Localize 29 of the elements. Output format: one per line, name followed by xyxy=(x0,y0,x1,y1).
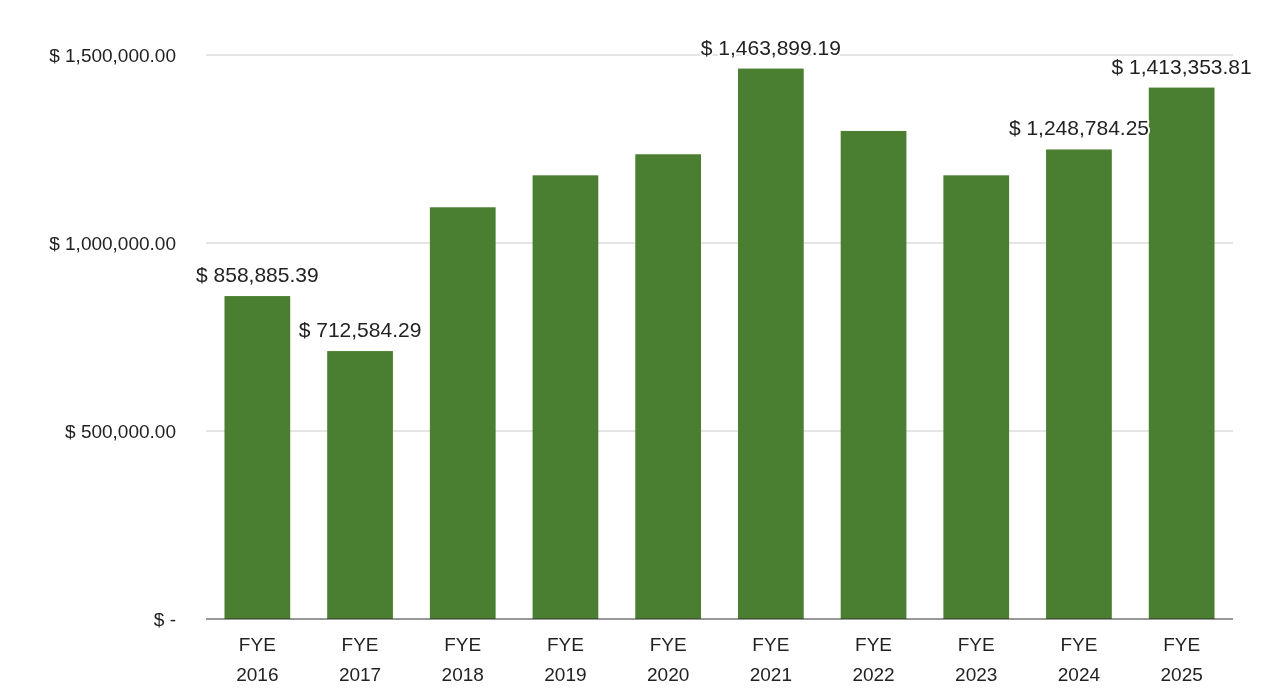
y-tick-label: $ 500,000.00 xyxy=(65,420,176,442)
x-tick-label: FYE 2020 xyxy=(647,634,690,685)
bar xyxy=(327,351,393,619)
bar xyxy=(943,175,1010,619)
bar xyxy=(1046,149,1112,619)
bar xyxy=(840,130,907,619)
x-tick-label: FYE 2018 xyxy=(441,634,484,685)
bar xyxy=(1148,87,1215,619)
x-tick-label: FYE 2024 xyxy=(1057,634,1101,685)
bar xyxy=(635,154,702,619)
x-tick-label: FYE 2025 xyxy=(1160,634,1203,685)
bar xyxy=(737,68,804,619)
data-label: $ 858,885.39 xyxy=(196,263,319,287)
x-tick-label: FYE 2022 xyxy=(852,634,895,685)
data-label: $ 1,248,784.25 xyxy=(1008,116,1150,140)
x-tick-label: FYE 2019 xyxy=(544,634,587,685)
x-tick-label: FYE 2021 xyxy=(749,634,792,685)
x-tick-label: FYE 2016 xyxy=(236,634,279,685)
y-tick-label: $ - xyxy=(153,608,176,630)
y-tick-label: $ 1,500,000.00 xyxy=(49,44,176,66)
data-label: $ 1,463,899.19 xyxy=(700,35,841,59)
y-tick-label: $ 1,000,000.00 xyxy=(49,232,176,254)
bar xyxy=(429,207,496,619)
x-tick-label: FYE 2017 xyxy=(338,634,382,685)
x-tick-label: FYE 2023 xyxy=(955,634,998,685)
data-label: $ 1,413,353.81 xyxy=(1111,54,1252,78)
data-label: $ 712,584.29 xyxy=(298,318,422,342)
bar xyxy=(532,175,599,619)
bar xyxy=(224,296,291,619)
